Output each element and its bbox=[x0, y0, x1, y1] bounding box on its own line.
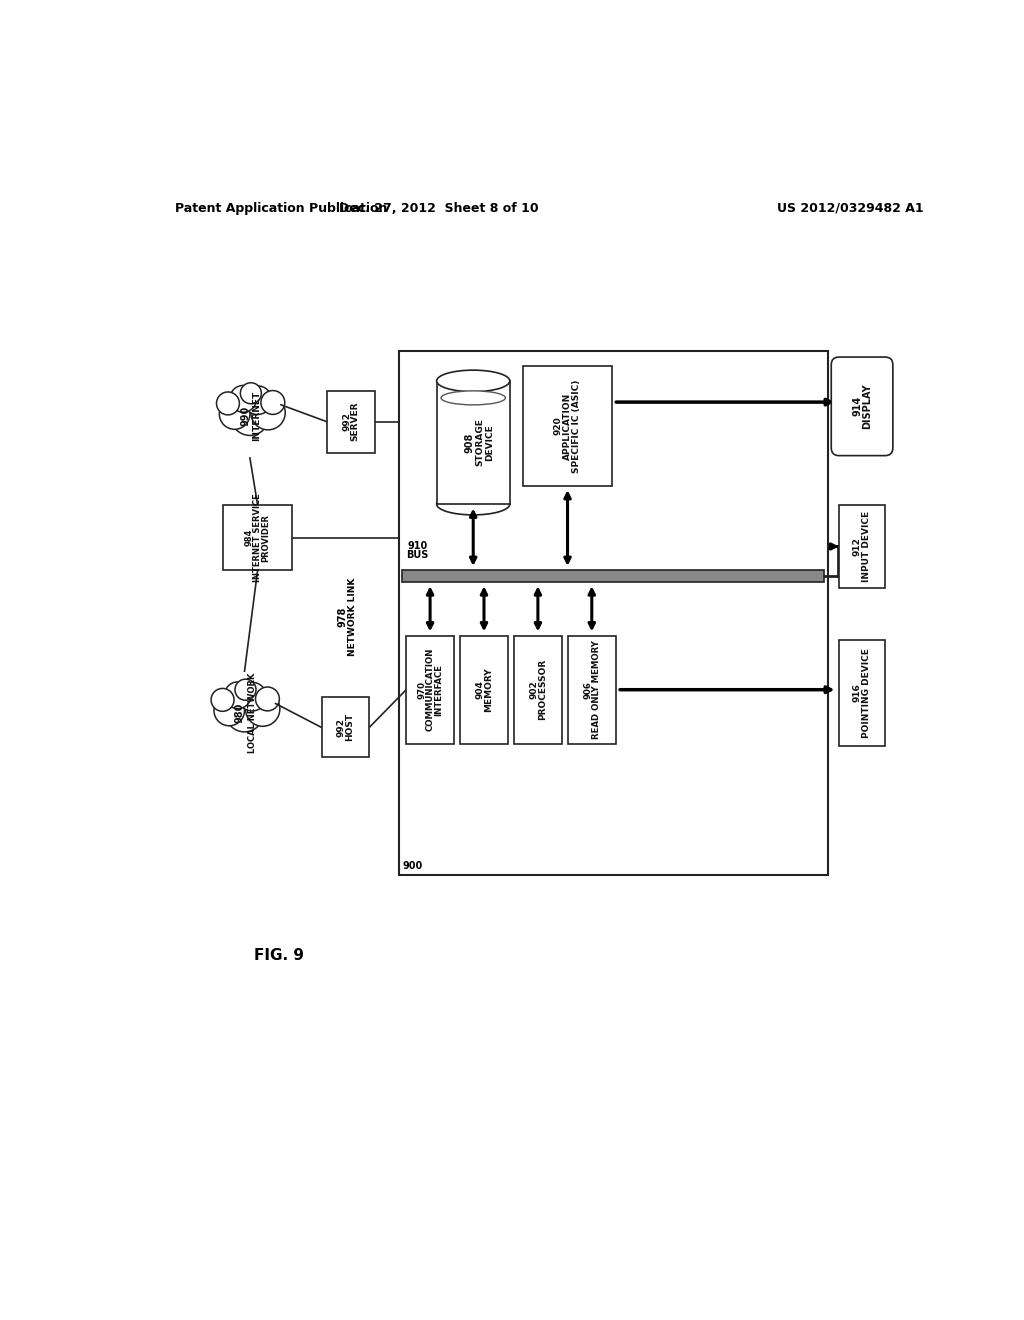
Text: 904: 904 bbox=[475, 680, 484, 700]
Text: COMMUNICATION: COMMUNICATION bbox=[426, 648, 434, 731]
Text: READ ONLY MEMORY: READ ONLY MEMORY bbox=[592, 640, 600, 739]
Circle shape bbox=[230, 397, 269, 436]
Text: 978: 978 bbox=[337, 606, 347, 627]
Circle shape bbox=[256, 686, 280, 711]
Text: DEVICE: DEVICE bbox=[485, 424, 494, 461]
FancyBboxPatch shape bbox=[322, 697, 370, 758]
Text: Patent Application Publication: Patent Application Publication bbox=[175, 202, 388, 215]
Circle shape bbox=[225, 694, 263, 731]
Text: SERVER: SERVER bbox=[350, 403, 359, 441]
Circle shape bbox=[261, 391, 285, 414]
FancyBboxPatch shape bbox=[839, 640, 885, 746]
Text: STORAGE: STORAGE bbox=[475, 418, 484, 466]
Text: 980: 980 bbox=[234, 702, 245, 723]
FancyBboxPatch shape bbox=[568, 636, 615, 743]
Circle shape bbox=[214, 696, 245, 726]
Text: INTERNET: INTERNET bbox=[252, 391, 261, 441]
Text: PROVIDER: PROVIDER bbox=[261, 513, 270, 561]
Text: Dec. 27, 2012  Sheet 8 of 10: Dec. 27, 2012 Sheet 8 of 10 bbox=[339, 202, 539, 215]
Circle shape bbox=[219, 399, 250, 429]
Text: 912: 912 bbox=[853, 537, 862, 556]
Text: POINTING DEVICE: POINTING DEVICE bbox=[862, 648, 871, 738]
Text: HOST: HOST bbox=[345, 713, 354, 742]
Text: INTERFACE: INTERFACE bbox=[434, 664, 443, 715]
Circle shape bbox=[246, 692, 280, 726]
Text: NETWORK LINK: NETWORK LINK bbox=[348, 577, 356, 656]
Text: US 2012/0329482 A1: US 2012/0329482 A1 bbox=[777, 202, 924, 215]
FancyBboxPatch shape bbox=[398, 351, 828, 874]
Text: 992: 992 bbox=[342, 412, 351, 432]
Circle shape bbox=[216, 392, 240, 414]
Text: 916: 916 bbox=[853, 684, 862, 702]
Ellipse shape bbox=[436, 494, 510, 515]
Circle shape bbox=[238, 682, 266, 711]
Ellipse shape bbox=[436, 370, 510, 392]
FancyBboxPatch shape bbox=[839, 506, 885, 589]
Text: INTERNET SERVICE: INTERNET SERVICE bbox=[253, 494, 262, 582]
Text: INPUT DEVICE: INPUT DEVICE bbox=[862, 511, 871, 582]
FancyBboxPatch shape bbox=[436, 381, 510, 504]
Text: 906: 906 bbox=[583, 681, 592, 698]
FancyBboxPatch shape bbox=[831, 358, 893, 455]
Text: 914: 914 bbox=[852, 396, 862, 417]
Circle shape bbox=[241, 383, 261, 404]
FancyBboxPatch shape bbox=[523, 367, 611, 486]
Text: 910: 910 bbox=[408, 541, 428, 550]
Text: 970: 970 bbox=[417, 681, 426, 698]
Circle shape bbox=[244, 385, 271, 414]
Text: SPECIFIC IC (ASIC): SPECIFIC IC (ASIC) bbox=[572, 379, 582, 473]
Text: MEMORY: MEMORY bbox=[483, 668, 493, 711]
Circle shape bbox=[211, 689, 234, 711]
Text: PROCESSOR: PROCESSOR bbox=[538, 659, 547, 721]
FancyBboxPatch shape bbox=[514, 636, 562, 743]
Text: 992: 992 bbox=[337, 718, 346, 737]
Circle shape bbox=[234, 680, 256, 700]
Text: 920: 920 bbox=[554, 417, 563, 436]
Text: APPLICATION: APPLICATION bbox=[563, 392, 572, 459]
Text: 900: 900 bbox=[402, 862, 423, 871]
Text: FIG. 9: FIG. 9 bbox=[254, 948, 304, 962]
Circle shape bbox=[251, 396, 286, 430]
Text: 984: 984 bbox=[245, 529, 254, 546]
Circle shape bbox=[229, 385, 257, 412]
Text: BUS: BUS bbox=[407, 550, 429, 560]
FancyBboxPatch shape bbox=[407, 636, 454, 743]
Text: DISPLAY: DISPLAY bbox=[861, 384, 871, 429]
FancyBboxPatch shape bbox=[402, 570, 824, 582]
Circle shape bbox=[224, 682, 251, 709]
Ellipse shape bbox=[441, 391, 506, 405]
FancyBboxPatch shape bbox=[327, 391, 375, 453]
Text: 990: 990 bbox=[241, 407, 250, 426]
FancyBboxPatch shape bbox=[223, 506, 292, 570]
Text: 902: 902 bbox=[529, 680, 539, 700]
Text: 908: 908 bbox=[464, 433, 474, 453]
Text: LOCAL NETWORK: LOCAL NETWORK bbox=[248, 673, 257, 752]
FancyBboxPatch shape bbox=[460, 636, 508, 743]
